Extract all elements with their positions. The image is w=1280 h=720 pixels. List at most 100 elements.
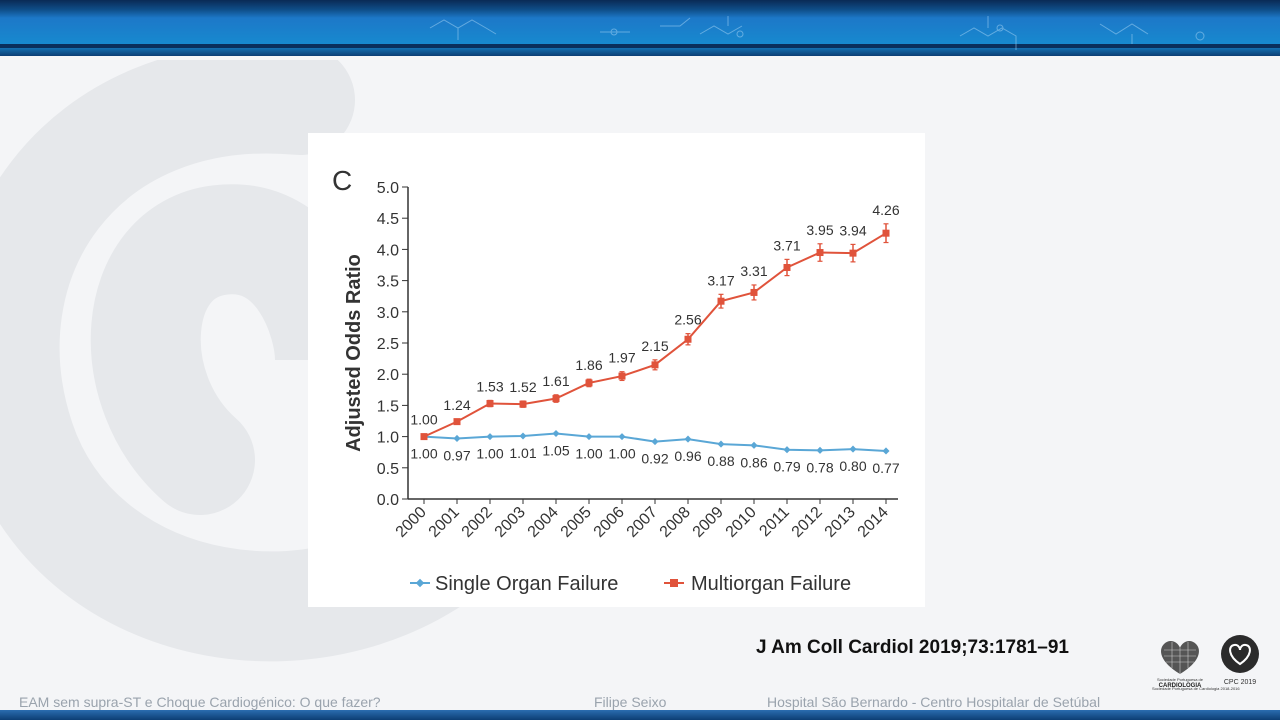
footer-title: EAM sem supra-ST e Choque Cardiogénico: … xyxy=(19,694,381,710)
point-marker xyxy=(849,445,857,453)
data-label: 1.24 xyxy=(443,397,470,413)
point-marker xyxy=(585,433,593,441)
point-marker xyxy=(651,438,659,446)
data-label: 1.00 xyxy=(410,412,437,428)
chart-panel: C Adjusted Odds Ratio 0.0 0.5 1.0 1.5 2.0 2.5… xyxy=(308,133,925,607)
data-label: 0.79 xyxy=(773,459,800,475)
point-marker xyxy=(882,229,890,237)
data-label: 3.31 xyxy=(740,263,767,279)
data-label: 1.00 xyxy=(410,446,437,462)
molecule-decoration-icon xyxy=(429,16,1205,50)
x-tick-label: 2009 xyxy=(690,504,727,541)
point-marker xyxy=(750,288,758,296)
point-marker xyxy=(816,249,824,257)
point-marker xyxy=(651,361,659,369)
x-tick-label: 2014 xyxy=(855,504,892,541)
y-tick-label: 2.5 xyxy=(377,336,399,353)
point-marker xyxy=(750,441,758,449)
cpc-logo-text: CPC 2019 xyxy=(1224,679,1256,686)
data-label: 4.26 xyxy=(872,202,899,218)
spc-logo-line1: Sociedade Portuguesa de xyxy=(1157,677,1204,682)
x-tick-label: 2002 xyxy=(459,504,496,541)
y-tick-label: 1.5 xyxy=(377,398,399,415)
point-marker xyxy=(519,432,527,440)
data-label: 1.01 xyxy=(509,445,536,461)
data-label: 1.86 xyxy=(575,357,602,373)
point-marker xyxy=(486,400,494,408)
y-tick-label: 3.0 xyxy=(377,305,399,322)
point-marker xyxy=(783,446,791,454)
legend-multi-marker xyxy=(670,579,678,587)
point-marker xyxy=(717,297,725,305)
point-marker xyxy=(783,263,791,271)
data-label: 0.88 xyxy=(707,453,734,469)
data-label: 1.53 xyxy=(476,378,503,394)
x-tick-label: 2010 xyxy=(723,504,760,541)
point-marker xyxy=(552,395,560,403)
y-tick-label: 5.0 xyxy=(377,180,399,197)
point-marker xyxy=(552,429,560,438)
point-marker xyxy=(882,447,890,455)
y-tick-label: 4.0 xyxy=(377,242,399,259)
x-tick-label: 2004 xyxy=(525,504,562,541)
data-label: 3.71 xyxy=(773,237,800,253)
point-marker xyxy=(453,434,461,443)
x-tick-label: 2001 xyxy=(426,504,463,541)
point-marker xyxy=(717,440,725,448)
header-stripe xyxy=(0,44,1280,48)
y-tick-label: 0.0 xyxy=(377,492,399,509)
x-tick-label: 2008 xyxy=(657,504,694,541)
legend-single-marker xyxy=(415,578,425,588)
point-marker xyxy=(684,335,692,343)
y-tick-label: 0.5 xyxy=(377,461,399,478)
data-label: 0.86 xyxy=(740,454,767,470)
citation: J Am Coll Cardiol 2019;73:1781–91 xyxy=(756,637,1069,658)
footer-hospital: Hospital São Bernardo - Centro Hospitala… xyxy=(767,694,1101,710)
x-tick-label: 2005 xyxy=(558,504,595,541)
data-label: 1.00 xyxy=(575,446,602,462)
point-marker xyxy=(816,446,824,454)
footer-band xyxy=(0,710,1280,720)
x-tick-label: 2007 xyxy=(624,504,661,541)
data-label: 1.52 xyxy=(509,379,536,395)
point-marker xyxy=(849,249,857,257)
y-tick-label: 3.5 xyxy=(377,274,399,291)
point-marker xyxy=(420,433,428,441)
y-tick-label: 2.0 xyxy=(377,367,399,384)
data-label: 1.00 xyxy=(608,446,635,462)
data-label: 1.00 xyxy=(476,446,503,462)
point-marker xyxy=(618,372,626,380)
point-marker xyxy=(519,400,527,408)
spc-logo-icon: Sociedade Portuguesa de CARDIOLOGIA xyxy=(1157,641,1204,689)
x-tick-label: 2012 xyxy=(789,504,826,541)
x-tick-label: 2000 xyxy=(393,504,430,541)
data-label: 2.56 xyxy=(674,312,701,328)
x-tick-label: 2011 xyxy=(756,504,792,540)
x-tick-label: 2003 xyxy=(492,504,529,541)
y-tick-label: 1.0 xyxy=(377,430,399,447)
panel-label: C xyxy=(332,165,352,196)
data-label: 3.95 xyxy=(806,222,833,238)
y-tick-label: 4.5 xyxy=(377,211,399,228)
data-label: 0.78 xyxy=(806,459,833,475)
x-tick-label: 2013 xyxy=(822,504,859,541)
data-label: 3.17 xyxy=(707,272,734,288)
x-tick-label: 2006 xyxy=(591,504,628,541)
legend-single-label: Single Organ Failure xyxy=(435,573,618,595)
data-label: 2.15 xyxy=(641,338,668,354)
header-band xyxy=(0,0,1280,56)
point-marker xyxy=(585,379,593,387)
spc-logo-note: Sociedade Portuguesa de Cardiologia 2018… xyxy=(1152,686,1240,691)
spc-logo-line2: CARDIOLOGIA xyxy=(1159,683,1202,689)
point-marker xyxy=(684,435,692,443)
data-label: 0.92 xyxy=(641,451,668,467)
data-label: 0.96 xyxy=(674,448,701,464)
footer-author: Filipe Seixo xyxy=(594,694,667,710)
point-marker xyxy=(453,418,461,426)
data-label: 0.77 xyxy=(872,460,899,476)
odds-ratio-chart: C Adjusted Odds Ratio 0.0 0.5 1.0 1.5 2.0 2.5… xyxy=(332,165,900,595)
data-label: 0.97 xyxy=(443,447,470,463)
data-label: 1.97 xyxy=(608,350,635,366)
point-marker xyxy=(618,433,626,441)
